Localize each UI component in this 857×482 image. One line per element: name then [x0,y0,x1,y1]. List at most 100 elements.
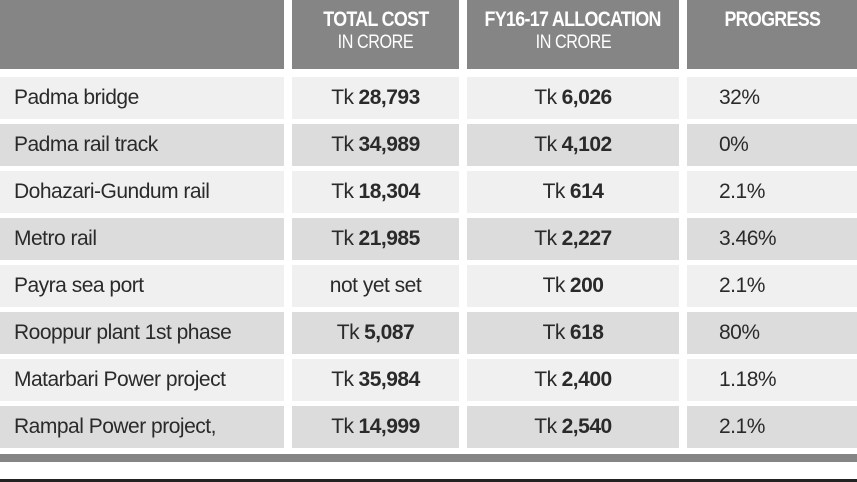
project-cell: Dohazari-Gundum rail [0,171,284,213]
project-cell: Rampal Power project, [0,406,284,448]
cost-prefix: Tk [336,321,360,344]
table-row: Metro rail Tk 21,985 Tk 2,227 3.46% [0,218,857,260]
cost-prefix: Tk [331,180,354,203]
cost-prefix: Tk [331,86,354,109]
alloc-value: 6,026 [561,86,613,109]
alloc-prefix: Tk [534,227,557,250]
header-title: FY16-17 ALLOCATION [484,8,662,31]
project-name: Rooppur plant 1st phase [14,321,232,344]
cost-value: 21,985 [358,227,421,250]
header-subtitle: IN CRORE [337,32,414,53]
total-cost-cell: Tk 5,087 [292,312,459,354]
allocation-cell: Tk 200 [467,265,679,307]
alloc-prefix: Tk [542,321,566,344]
progress-value: 32% [719,86,760,109]
progress-cell: 3.46% [687,218,857,260]
header-allocation: FY16-17 ALLOCATION IN CRORE [467,0,679,69]
alloc-prefix: Tk [534,86,557,109]
progress-cell: 32% [687,77,857,119]
project-cell: Matarbari Power project [0,359,284,401]
table-body: Padma bridge Tk 28,793 Tk 6,026 32% Padma rail… [0,77,857,448]
cost-value: 5,087 [364,321,415,344]
table-row: Padma bridge Tk 28,793 Tk 6,026 32% [0,77,857,119]
table-row: Payra sea port not yet set Tk 200 2.1% [0,265,857,307]
allocation-cell: Tk 2,400 [467,359,679,401]
header-title: PROGRESS [724,8,820,31]
allocation-cell: Tk 2,227 [467,218,679,260]
progress-cell: 2.1% [687,406,857,448]
total-cost-cell: Tk 35,984 [292,359,459,401]
progress-value: 2.1% [719,415,765,438]
progress-cell: 0% [687,124,857,166]
progress-value: 3.46% [719,227,777,250]
progress-cell: 80% [687,312,857,354]
alloc-value: 200 [569,274,604,297]
table-header: TOTAL COST IN CRORE FY16-17 ALLOCATION I… [0,0,857,69]
project-cell: Metro rail [0,218,284,260]
progress-value: 2.1% [719,180,765,203]
header-project [0,0,284,69]
bottom-bar [0,454,857,462]
alloc-prefix: Tk [534,133,557,156]
header-progress: PROGRESS [687,0,857,69]
progress-value: 80% [719,321,760,344]
total-cost-cell: Tk 21,985 [292,218,459,260]
table-row: Rooppur plant 1st phase Tk 5,087 Tk 618 80% [0,312,857,354]
project-name: Padma bridge [14,86,139,109]
table-row: Matarbari Power project Tk 35,984 Tk 2,400 1.… [0,359,857,401]
cost-prefix: Tk [331,133,354,156]
cost-prefix: Tk [331,415,354,438]
cost-prefix: Tk [331,227,354,250]
project-name: Matarbari Power project [14,368,226,391]
progress-cell: 1.18% [687,359,857,401]
progress-value: 1.18% [719,368,777,391]
cost-value: 34,989 [358,133,421,156]
alloc-prefix: Tk [534,415,557,438]
project-cell: Payra sea port [0,265,284,307]
allocation-cell: Tk 4,102 [467,124,679,166]
total-cost-cell: Tk 14,999 [292,406,459,448]
project-cell: Rooppur plant 1st phase [0,312,284,354]
progress-cell: 2.1% [687,265,857,307]
project-cell: Padma rail track [0,124,284,166]
alloc-prefix: Tk [542,274,566,297]
table-row: Dohazari-Gundum rail Tk 18,304 Tk 614 2.1% [0,171,857,213]
cost-value: 35,984 [358,368,421,391]
progress-cell: 2.1% [687,171,857,213]
alloc-value: 4,102 [561,133,613,156]
progress-value: 0% [719,133,749,156]
total-cost-cell: not yet set [292,265,459,307]
allocation-cell: Tk 614 [467,171,679,213]
table-row: Rampal Power project, Tk 14,999 Tk 2,540 2.1% [0,406,857,448]
allocation-cell: Tk 2,540 [467,406,679,448]
alloc-value: 2,227 [561,227,613,250]
header-title: TOTAL COST [322,8,429,31]
bottom-rule [0,479,857,482]
alloc-value: 614 [569,180,604,203]
project-cell: Padma bridge [0,77,284,119]
total-cost-cell: Tk 28,793 [292,77,459,119]
project-name: Payra sea port [14,274,144,297]
project-name: Metro rail [14,227,97,250]
project-name: Dohazari-Gundum rail [14,180,210,203]
project-name: Padma rail track [14,133,158,156]
allocation-cell: Tk 618 [467,312,679,354]
cost-value: 14,999 [358,415,421,438]
alloc-value: 2,400 [561,368,613,391]
allocation-cell: Tk 6,026 [467,77,679,119]
project-name: Rampal Power project, [14,415,216,438]
header-subtitle: IN CRORE [535,32,611,53]
alloc-value: 618 [569,321,604,344]
cost-prefix: not yet set [329,274,422,297]
progress-value: 2.1% [719,274,765,297]
table-row: Padma rail track Tk 34,989 Tk 4,102 0% [0,124,857,166]
cost-prefix: Tk [331,368,354,391]
alloc-prefix: Tk [542,180,566,203]
total-cost-cell: Tk 34,989 [292,124,459,166]
cost-value: 18,304 [358,180,421,203]
total-cost-cell: Tk 18,304 [292,171,459,213]
alloc-value: 2,540 [561,415,613,438]
header-total-cost: TOTAL COST IN CRORE [292,0,459,69]
cost-value: 28,793 [358,86,421,109]
projects-table: TOTAL COST IN CRORE FY16-17 ALLOCATION I… [0,0,857,448]
